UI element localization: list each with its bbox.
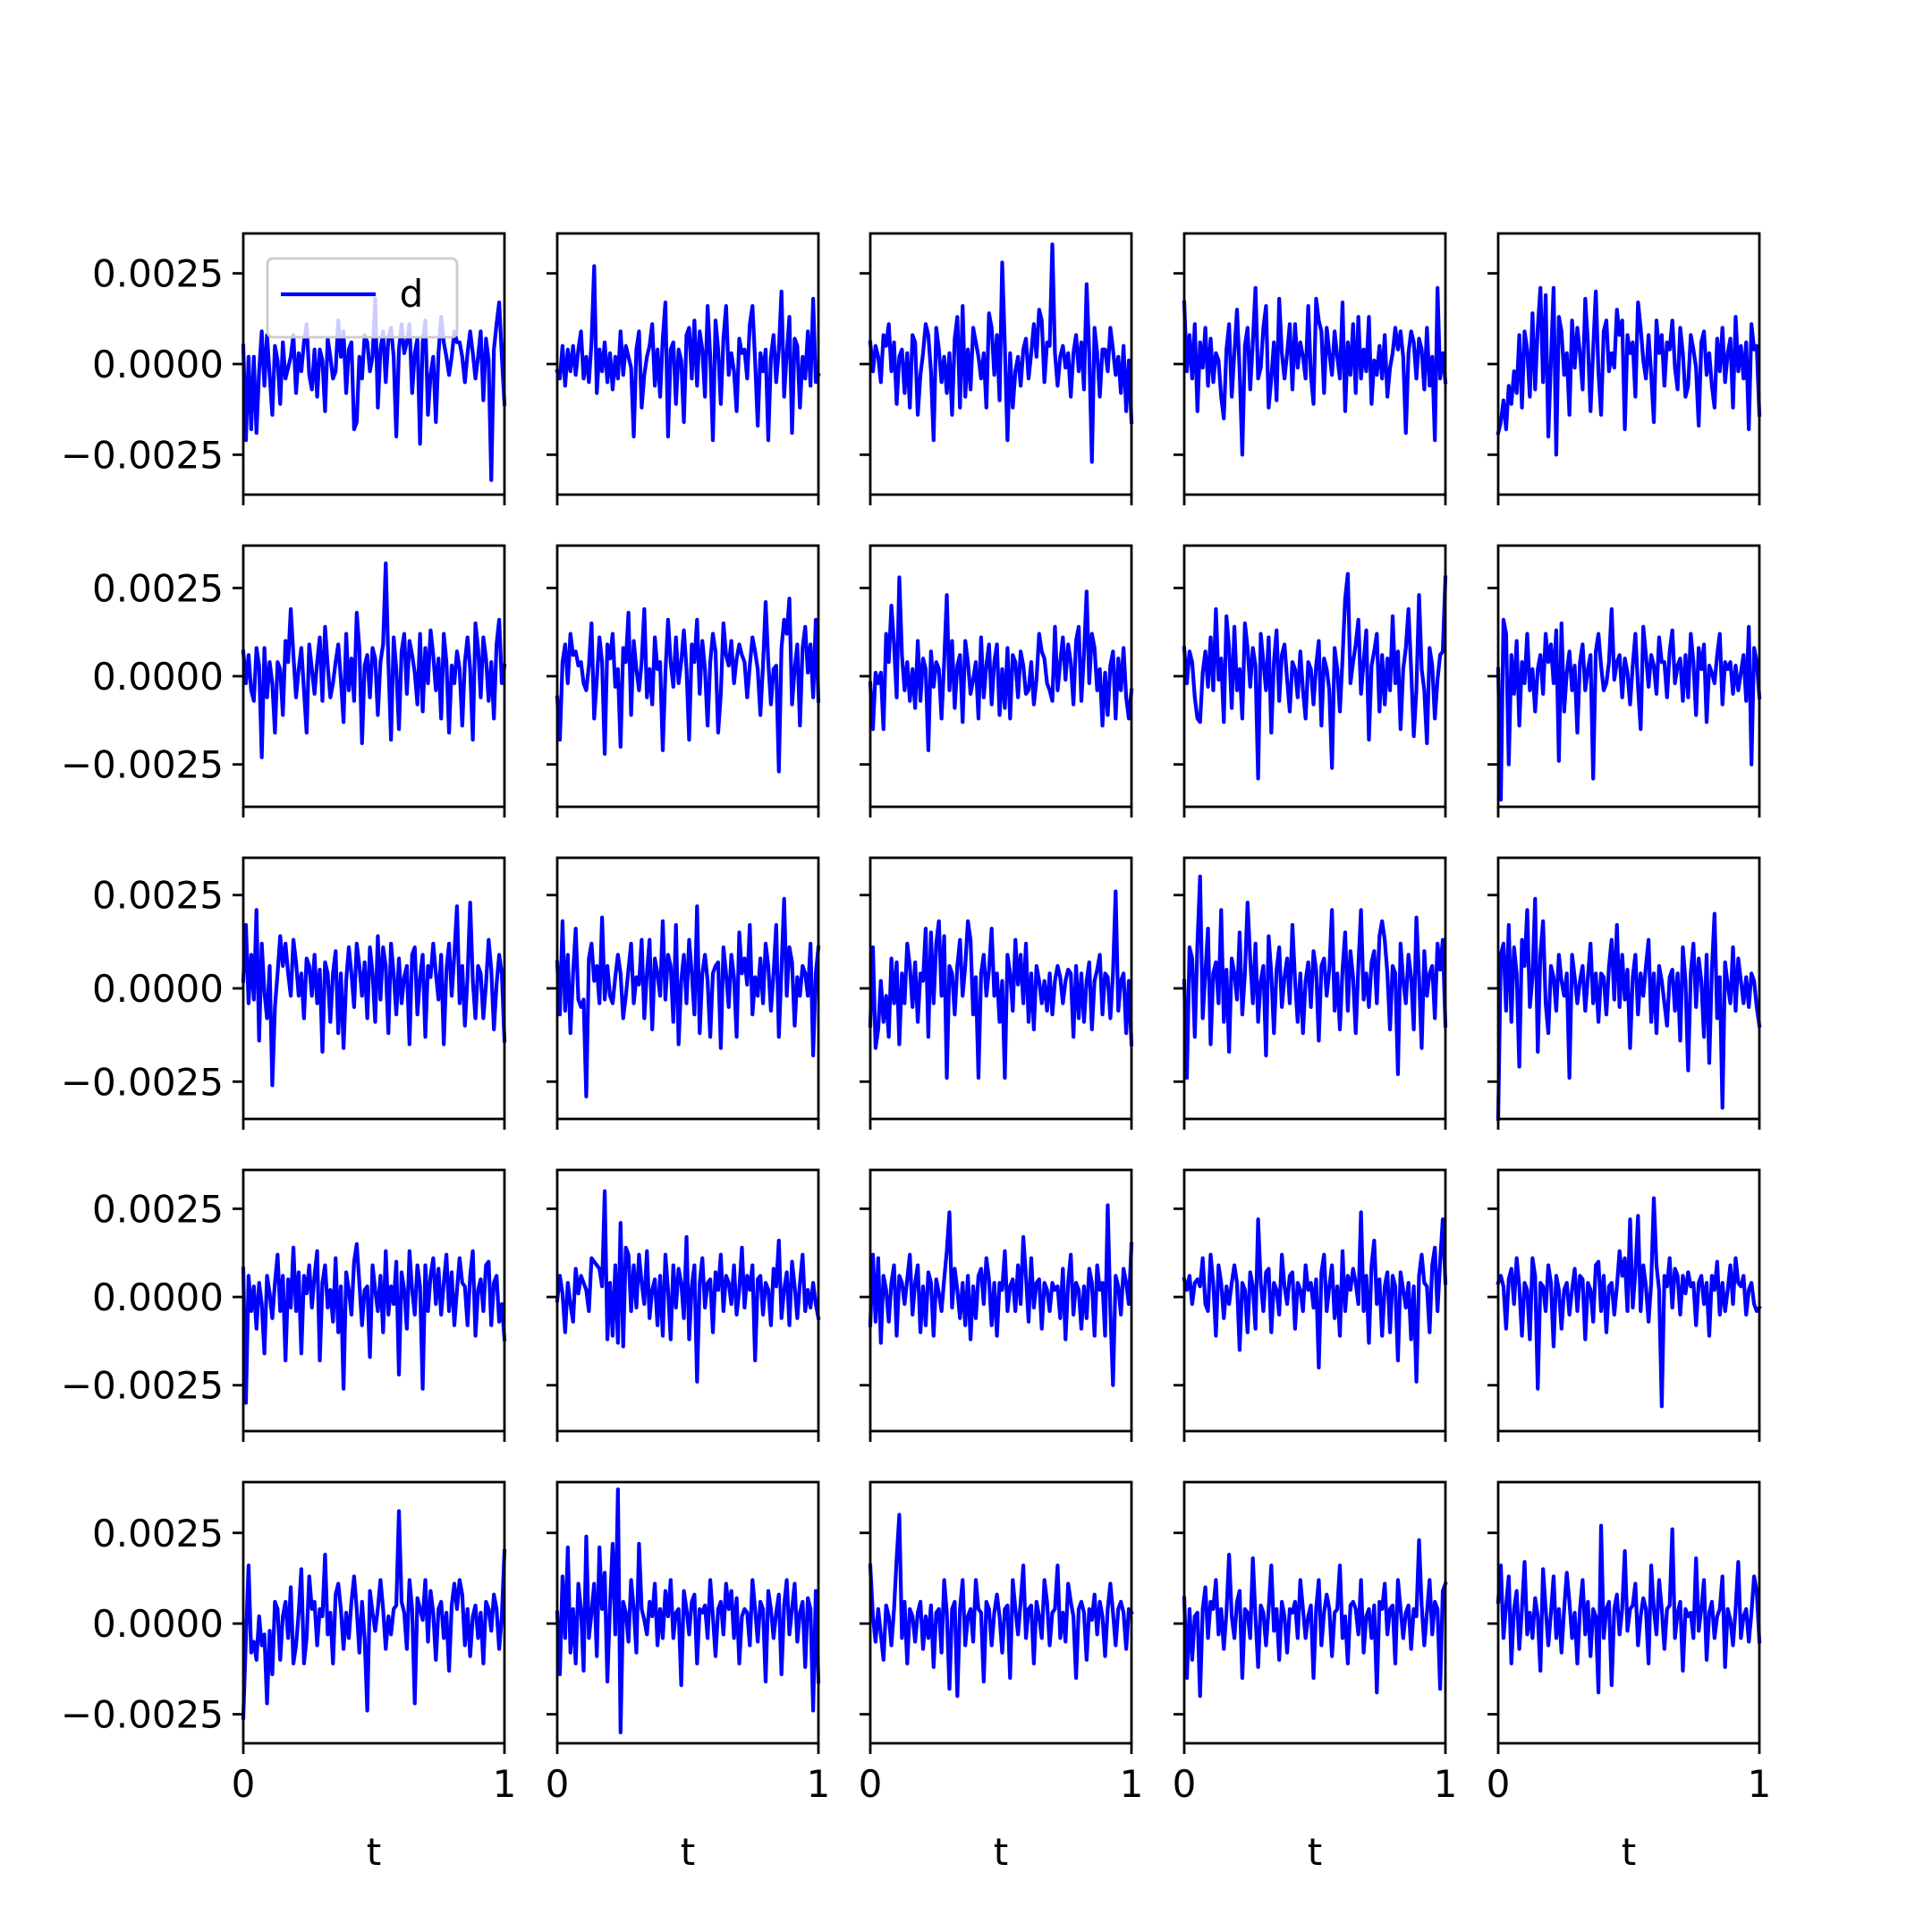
y-tick-label: −0.0025	[61, 1060, 224, 1104]
subplot-r2-c4	[1487, 856, 1762, 1130]
series-line-d	[868, 1513, 1134, 1699]
x-tick-label: 1	[1748, 1762, 1772, 1806]
x-tick-label: 0	[1173, 1762, 1197, 1806]
subplot-r1-c3	[1174, 544, 1448, 818]
series-line-d	[1182, 572, 1448, 781]
series-line-d	[555, 1487, 821, 1734]
subplot-r4-c3: 0 1 t	[1173, 1480, 1458, 1874]
y-tick-label: −0.0025	[61, 743, 224, 787]
series-line-d	[1182, 874, 1448, 1080]
axes-frame	[555, 1480, 820, 1745]
series-line-d	[1182, 1538, 1448, 1699]
y-tick-label: 0.0025	[92, 1512, 224, 1555]
series-line-d	[555, 1189, 821, 1384]
x-axis-label: t	[681, 1830, 695, 1874]
series-line-d	[868, 889, 1134, 1080]
subplot-r3-c0: −0.0025 0.0000 0.0025	[61, 1168, 507, 1442]
subplot-r4-c4: 0 1 t	[1487, 1480, 1772, 1874]
x-tick-label: 1	[1120, 1762, 1144, 1806]
series-line-d	[241, 561, 507, 759]
axes-frame	[1496, 1480, 1761, 1745]
x-tick-label: 1	[493, 1762, 517, 1806]
axes-frame	[1496, 1168, 1761, 1433]
subplot-r1-c2	[860, 544, 1134, 818]
legend: d	[266, 257, 459, 339]
series-line-d	[1182, 1210, 1448, 1384]
series-line-d	[1182, 285, 1448, 457]
x-tick-label: 0	[546, 1762, 570, 1806]
subplot-r3-c4	[1487, 1168, 1762, 1442]
y-tick-label: −0.0025	[61, 1364, 224, 1408]
x-tick-label: 1	[807, 1762, 831, 1806]
y-tick-label: 0.0000	[92, 1275, 224, 1319]
x-tick-label: 0	[1487, 1762, 1511, 1806]
subplot-r0-c2	[860, 232, 1134, 505]
series-line-d	[1496, 285, 1762, 457]
subplot-r1-c4	[1487, 544, 1762, 818]
y-tick-label: 0.0025	[92, 1187, 224, 1231]
subplot-r3-c3	[1174, 1168, 1448, 1442]
y-tick-label: 0.0025	[92, 252, 224, 296]
axes-frame	[1182, 1480, 1447, 1745]
subplot-r0-c0: −0.0025 0.0000 0.0025 d	[61, 232, 507, 505]
x-tick-label: 0	[232, 1762, 256, 1806]
subplot-r0-c3	[1174, 232, 1448, 505]
axes-frame	[242, 1168, 506, 1433]
subplot-r2-c2	[860, 856, 1134, 1130]
y-tick-label: 0.0025	[92, 566, 224, 610]
series-line-d	[241, 1509, 507, 1720]
subplot-r0-c1	[547, 232, 821, 505]
x-axis-label: t	[367, 1830, 381, 1874]
subplot-r0-c4	[1487, 232, 1762, 505]
series-line-d	[868, 242, 1134, 464]
series-line-d	[1496, 1196, 1762, 1409]
y-tick-label: −0.0025	[61, 433, 224, 477]
y-tick-label: −0.0025	[61, 1693, 224, 1737]
subplot-r2-c0: −0.0025 0.0000 0.0025	[61, 856, 507, 1130]
y-tick-label: 0.0000	[92, 1602, 224, 1646]
subplot-r4-c1: 0 1 t	[546, 1480, 831, 1874]
y-tick-label: 0.0000	[92, 967, 224, 1011]
series-line-d	[555, 264, 821, 443]
series-line-d	[555, 896, 821, 1099]
series-line-d	[868, 575, 1134, 752]
legend-label: d	[400, 272, 424, 316]
x-axis-label: t	[1308, 1830, 1322, 1874]
axes-frame	[869, 1168, 1133, 1433]
series-line-d	[1496, 606, 1762, 802]
subplot-r4-c0: −0.0025 0.0000 0.0025 0 1 t	[61, 1480, 517, 1874]
legend-box	[266, 257, 459, 339]
subplot-r1-c0: −0.0025 0.0000 0.0025	[61, 544, 507, 818]
subplot-r3-c1	[547, 1168, 821, 1442]
x-axis-label: t	[994, 1830, 1008, 1874]
y-tick-label: 0.0000	[92, 343, 224, 386]
subplot-r2-c1	[547, 856, 821, 1130]
series-line-d	[241, 900, 507, 1088]
subplot-r1-c1	[547, 544, 821, 818]
subplot-r3-c2	[860, 1168, 1134, 1442]
axes-frame	[869, 1480, 1133, 1745]
y-tick-label: 0.0000	[92, 655, 224, 699]
x-tick-label: 0	[859, 1762, 883, 1806]
subplot-r2-c3	[1174, 856, 1448, 1130]
subplot-r4-c2: 0 1 t	[859, 1480, 1144, 1874]
x-axis-label: t	[1622, 1830, 1636, 1874]
series-line-d	[555, 597, 821, 774]
series-line-d	[1496, 896, 1762, 1122]
axes-frame	[1182, 1168, 1447, 1433]
series-line-d	[868, 1203, 1134, 1387]
axes-frame	[555, 1168, 820, 1433]
axes-frame	[242, 1480, 506, 1745]
y-tick-label: 0.0025	[92, 874, 224, 918]
series-line-d	[1496, 1523, 1762, 1695]
series-line-d	[241, 1241, 507, 1405]
x-tick-label: 1	[1434, 1762, 1458, 1806]
